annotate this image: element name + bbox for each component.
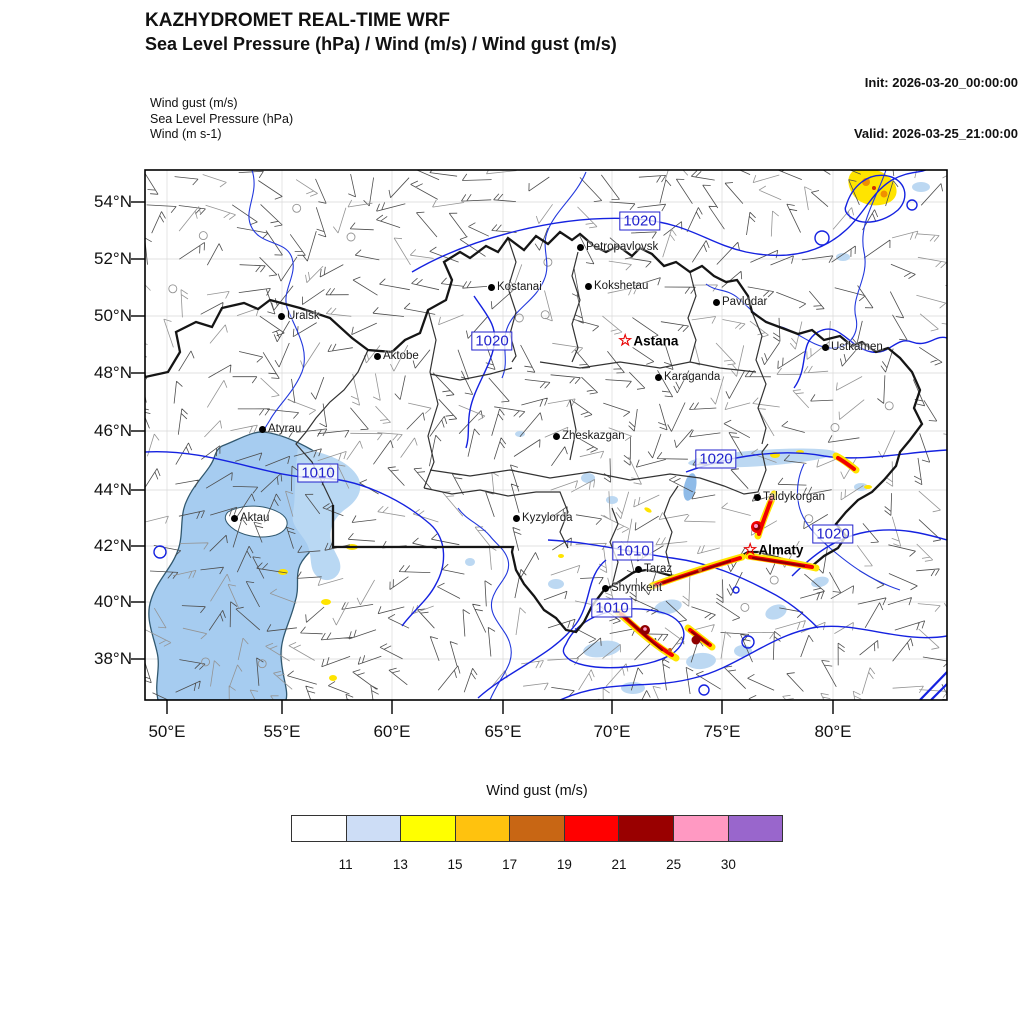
page-subtitle: Sea Level Pressure (hPa) / Wind (m/s) / … <box>145 34 617 54</box>
colorbar-tick-label: 17 <box>502 857 518 872</box>
colorbar-cell <box>400 816 455 841</box>
init-time: Init: 2026-03-20_00:00:00 <box>864 75 1018 90</box>
colorbar-cell <box>454 816 510 841</box>
colorbar-tick-label: 30 <box>720 857 736 872</box>
legend-line-windgust: Wind gust (m/s) <box>150 96 238 110</box>
colorbar-cell <box>727 816 783 841</box>
valid-time: Valid: 2026-03-25_21:00:00 <box>853 126 1018 141</box>
colorbar-tick-label: 21 <box>611 857 627 872</box>
colorbar-tick-label: 11 <box>338 857 353 872</box>
colorbar-tick-label: 15 <box>447 857 463 872</box>
colorbar-cell <box>563 816 619 841</box>
colorbar-tick-label: 13 <box>392 857 408 872</box>
colorbar-cell <box>345 816 401 841</box>
axis-ticks <box>131 201 834 714</box>
gust-patches-yellow <box>278 170 897 681</box>
page-title: KAZHYDROMET REAL-TIME WRF <box>145 10 451 31</box>
colorbar <box>291 815 783 842</box>
map-frame <box>144 169 948 701</box>
legend-line-slp: Sea Level Pressure (hPa) <box>150 111 294 126</box>
region-borders <box>295 237 769 587</box>
colorbar-title: Wind gust (m/s) <box>486 783 588 799</box>
run-times: Init: 2026-03-20_00:00:00 Valid: 2026-03… <box>854 40 1018 159</box>
pressure-contours <box>145 170 947 700</box>
gust-streaks-hot <box>614 452 860 662</box>
colorbar-cell <box>509 816 564 841</box>
colorbar-tick-label: 19 <box>556 857 572 872</box>
wind-barb-field <box>145 170 947 700</box>
colorbar-cell <box>672 816 728 841</box>
legend-line-wind: Wind (m s-1) <box>150 127 222 141</box>
colorbar-cell <box>292 816 346 841</box>
colorbar-cell <box>618 816 673 841</box>
map-variable-legend: Wind gust (m/s) Sea Level Pressure (hPa)… <box>150 96 293 143</box>
country-border <box>145 230 924 634</box>
colorbar-tick-label: 25 <box>666 857 682 872</box>
